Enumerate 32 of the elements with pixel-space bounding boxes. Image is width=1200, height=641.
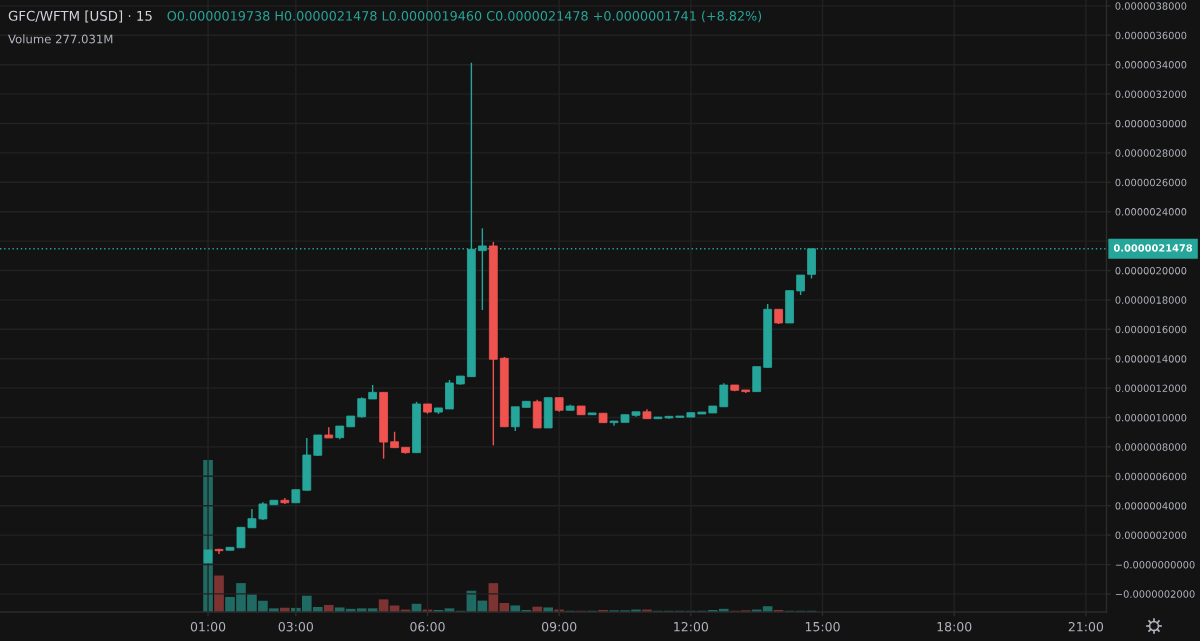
y-tick-label: 0.0000034000 <box>1115 61 1187 69</box>
x-tick-label: 03:00 <box>278 621 314 632</box>
y-tick-label: 0.0000032000 <box>1115 90 1187 98</box>
x-tick-label: 09:00 <box>541 621 577 632</box>
y-tick-label: 0.0000028000 <box>1115 149 1187 157</box>
annotation: O0.0000019738 H0.0000021478 L0.0000019460 C0.0000021478 +0.0000001741 (+8.82%) <box>167 10 762 23</box>
y-tick-label: 0.0000004000 <box>1115 502 1187 510</box>
y-tick-label: 0.0000002000 <box>1115 531 1187 539</box>
y-tick-label: 0.0000010000 <box>1115 413 1187 422</box>
y-tick-label: −0.0000000000 <box>1115 560 1195 569</box>
y-tick-label: 0.0000012000 <box>1115 384 1187 392</box>
x-tick-label: 12:00 <box>674 621 709 632</box>
y-tick-label: 0.0000038000 <box>1115 2 1187 10</box>
x-tick-label: 01:00 <box>190 621 226 632</box>
annotation: Volume 277.031M <box>8 34 113 44</box>
x-tick-label: 18:00 <box>937 621 972 632</box>
y-tick-label: 0.0000024000 <box>1115 208 1187 216</box>
x-tick-label: 15:00 <box>805 621 840 632</box>
y-tick-label: 0.0000016000 <box>1115 325 1187 334</box>
y-tick-label: 0.0000036000 <box>1115 31 1187 40</box>
ref-line-label: 0.0000021478 <box>1113 244 1193 252</box>
y-tick-label: 0.0000020000 <box>1115 266 1187 275</box>
y-tick-label: 0.0000006000 <box>1115 472 1187 481</box>
y-tick-label: 0.0000030000 <box>1115 119 1187 128</box>
y-tick-label: 0.0000008000 <box>1115 443 1187 451</box>
y-tick-label: −0.0000002000 <box>1115 590 1195 598</box>
text: GFC/WFTM [USD] · 15 <box>8 10 152 23</box>
x-tick-label: 06:00 <box>410 621 445 632</box>
y-tick-label: 0.0000026000 <box>1115 178 1187 187</box>
y-tick-label: 0.0000014000 <box>1115 355 1187 363</box>
x-tick-label: 21:00 <box>1068 621 1104 632</box>
y-tick-label: 0.0000018000 <box>1115 296 1187 304</box>
